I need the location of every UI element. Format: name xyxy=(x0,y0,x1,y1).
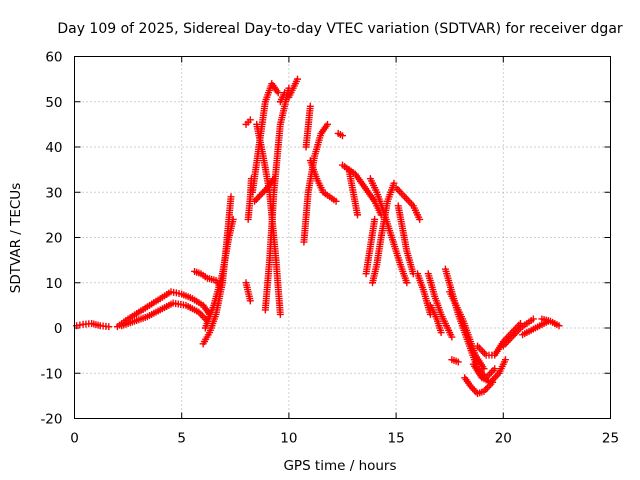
series-t37 xyxy=(538,315,563,330)
data-point xyxy=(323,120,331,128)
y-tick-label: -20 xyxy=(40,412,62,428)
data-point xyxy=(354,211,362,219)
series-t7 xyxy=(242,279,254,305)
data-point xyxy=(216,283,224,291)
data-point xyxy=(229,215,237,223)
series-t3 xyxy=(118,299,211,330)
series-t6 xyxy=(191,267,224,291)
y-tick-label: -10 xyxy=(40,366,62,382)
grid xyxy=(74,56,611,419)
series-t19 xyxy=(339,161,385,219)
series-t9 xyxy=(242,116,254,128)
data-point xyxy=(403,279,411,287)
series-t12 xyxy=(253,120,284,318)
series-t13 xyxy=(261,84,293,314)
series-t15 xyxy=(300,120,331,246)
data-point xyxy=(227,193,235,201)
data-point xyxy=(246,297,254,305)
series-t33 xyxy=(469,356,509,386)
y-tick-label: 20 xyxy=(45,231,62,247)
series-t23 xyxy=(362,215,379,278)
plot-frame xyxy=(74,56,611,419)
data-point xyxy=(246,116,254,124)
chart-title: Day 109 of 2025, Sidereal Day-to-day VTE… xyxy=(57,21,623,37)
y-tick-label: 50 xyxy=(45,95,62,111)
data-point xyxy=(339,132,346,140)
data-point xyxy=(491,365,499,373)
data-point xyxy=(390,179,398,187)
data-point xyxy=(260,187,268,195)
series-t1 xyxy=(73,319,113,331)
x-tick-label: 20 xyxy=(495,431,512,447)
y-tick-label: 30 xyxy=(45,185,62,201)
data-point xyxy=(437,329,445,337)
y-tick-label: 40 xyxy=(45,140,62,156)
data-point xyxy=(276,310,284,318)
x-tick-label: 0 xyxy=(70,431,79,447)
data-point xyxy=(105,323,113,331)
series-t25 xyxy=(392,184,424,223)
data-point xyxy=(306,102,314,110)
data-point xyxy=(416,215,424,223)
data-point xyxy=(371,215,379,223)
data-point xyxy=(555,322,563,330)
series-t5 xyxy=(201,215,237,332)
series-t17 xyxy=(306,157,340,205)
series-t20 xyxy=(345,166,362,219)
series-t14 xyxy=(276,75,301,106)
y-axis-label: SDTVAR / TECUs xyxy=(8,183,24,293)
data-point xyxy=(255,192,263,200)
data-point xyxy=(293,75,301,83)
series-t35 xyxy=(499,315,537,350)
y-tick-label: 10 xyxy=(45,276,62,292)
series-t4 xyxy=(199,193,235,348)
data-point xyxy=(501,356,509,364)
x-axis-label: GPS time / hours xyxy=(283,458,396,474)
y-tick-label: 60 xyxy=(45,50,62,66)
data-point xyxy=(254,194,262,202)
data-point xyxy=(274,89,282,97)
series-t27 xyxy=(424,270,456,341)
x-tick-label: 15 xyxy=(388,431,405,447)
data-point xyxy=(332,197,340,205)
series-t31 xyxy=(448,356,462,366)
x-tick-label: 25 xyxy=(602,431,619,447)
series-t22 xyxy=(369,179,398,287)
series-t16 xyxy=(302,102,314,151)
series-t34 xyxy=(474,319,524,359)
data-point xyxy=(529,315,537,323)
series-t24 xyxy=(394,202,417,278)
data-points xyxy=(73,75,563,398)
tick-labels: 0 5 10 15 20 25 -20 -10 0 10 20 30 40 50 60 xyxy=(40,50,619,447)
series-t28 xyxy=(426,301,445,337)
series-t30 xyxy=(446,288,488,373)
y-tick-label: 0 xyxy=(54,321,63,337)
x-tick-label: 10 xyxy=(280,431,297,447)
x-tick-label: 5 xyxy=(177,431,186,447)
series-t18 xyxy=(334,129,346,140)
data-point xyxy=(259,189,267,197)
data-point xyxy=(454,358,462,366)
data-point xyxy=(448,333,456,341)
data-point xyxy=(480,365,488,373)
